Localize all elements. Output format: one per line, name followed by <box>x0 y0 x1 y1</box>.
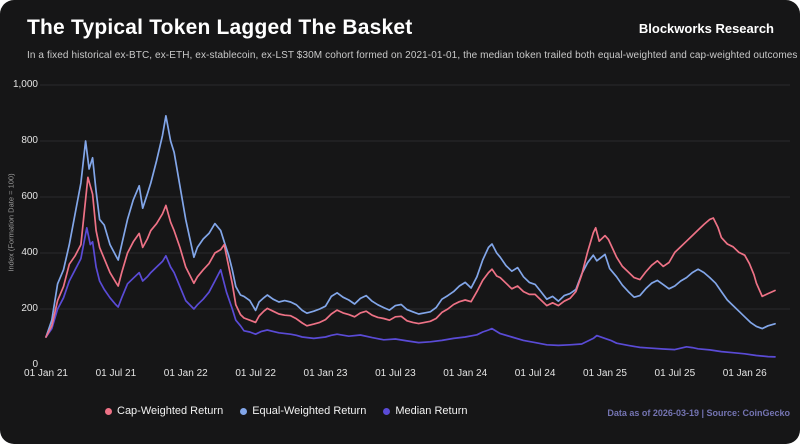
y-tick-label: 0 <box>32 359 38 370</box>
x-tick-label: 01 Jan 21 <box>24 368 68 379</box>
chart-legend: Cap-Weighted Return Equal-Weighted Return… <box>105 405 468 417</box>
x-tick-label: 01 Jan 22 <box>163 368 208 379</box>
legend-dot-icon <box>105 407 112 415</box>
x-tick-label: 01 Jan 26 <box>722 368 767 379</box>
brand-logo: Blockworks Research <box>638 21 774 36</box>
legend-label: Equal-Weighted Return <box>252 405 367 417</box>
x-tick-label: 01 Jul 21 <box>95 368 137 379</box>
series-line-cap-weighted-return <box>45 176 776 338</box>
x-tick-label: 01 Jan 24 <box>443 368 488 379</box>
y-tick-label: 400 <box>21 247 38 258</box>
y-tick-label: 600 <box>21 191 38 202</box>
legend-item-median-return[interactable]: Median Return <box>383 405 468 417</box>
x-tick-label: 01 Jul 23 <box>375 368 416 379</box>
y-axis-title: Index (Formation Date = 100) <box>6 173 16 272</box>
series-line-equal-weighted-return <box>45 114 776 338</box>
legend-item-equal-weighted-return[interactable]: Equal-Weighted Return <box>240 405 366 417</box>
legend-dot-icon <box>383 407 391 415</box>
chart-subtitle: In a fixed historical ex-BTC, ex-ETH, ex… <box>27 50 798 61</box>
x-tick-label: 01 Jul 25 <box>654 368 696 379</box>
legend-label: Median Return <box>395 405 468 417</box>
y-tick-label: 1,000 <box>12 79 38 90</box>
series-line-median-return <box>45 226 776 358</box>
y-tick-label: 800 <box>21 135 38 146</box>
x-tick-label: 01 Jan 25 <box>583 368 627 379</box>
page-title: The Typical Token Lagged The Basket <box>27 16 413 39</box>
legend-dot-icon <box>240 407 248 415</box>
x-tick-label: 01 Jan 23 <box>303 368 348 379</box>
y-tick-label: 200 <box>21 303 38 314</box>
legend-item-cap-weighted-return[interactable]: Cap-Weighted Return <box>105 405 223 417</box>
x-tick-label: 01 Jul 22 <box>235 368 276 379</box>
data-source-note: Data as of 2026-03-19 | Source: CoinGeck… <box>607 408 790 418</box>
x-tick-label: 01 Jul 24 <box>514 368 556 379</box>
legend-label: Cap-Weighted Return <box>117 405 224 417</box>
